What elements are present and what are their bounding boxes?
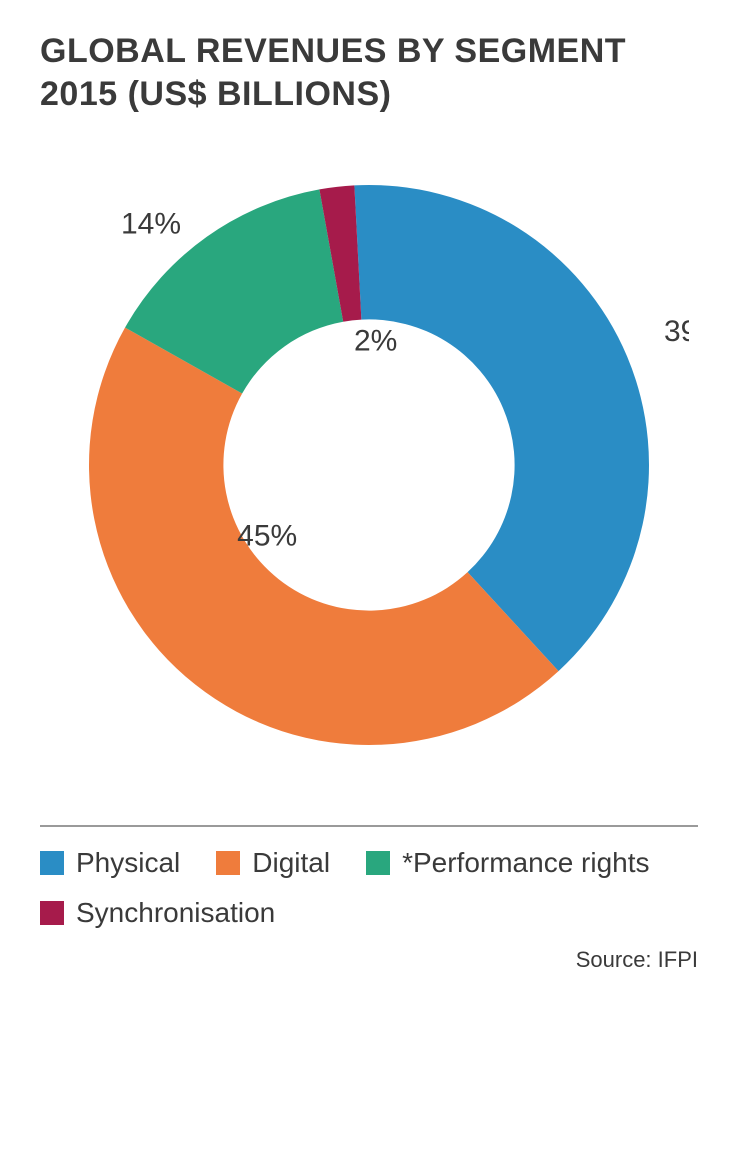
donut-label-1: 45% xyxy=(237,520,297,553)
legend-swatch-0 xyxy=(40,851,64,875)
legend-swatch-2 xyxy=(366,851,390,875)
donut-slice-0 xyxy=(354,185,649,671)
legend: Physical Digital *Performance rights Synchr… xyxy=(40,847,698,929)
legend-label-1: Digital xyxy=(252,847,330,879)
donut-chart: 39% 45% 14% 2% xyxy=(40,145,698,785)
donut-label-3: 2% xyxy=(354,324,397,357)
legend-item-2: *Performance rights xyxy=(366,847,649,879)
legend-item-0: Physical xyxy=(40,847,180,879)
donut-slice-1 xyxy=(89,328,559,745)
donut-label-0: 39% xyxy=(664,315,689,348)
legend-swatch-1 xyxy=(216,851,240,875)
source-attribution: Source: IFPI xyxy=(40,947,698,973)
legend-label-0: Physical xyxy=(76,847,180,879)
chart-container: GLOBAL REVENUES BY SEGMENT 2015 (US$ BIL… xyxy=(0,0,738,1158)
legend-item-3: Synchronisation xyxy=(40,897,275,929)
legend-label-2: *Performance rights xyxy=(402,847,649,879)
legend-item-1: Digital xyxy=(216,847,330,879)
legend-label-3: Synchronisation xyxy=(76,897,275,929)
donut-svg: 39% 45% 14% 2% xyxy=(49,145,689,785)
donut-label-2: 14% xyxy=(121,208,181,241)
legend-divider xyxy=(40,825,698,827)
legend-swatch-3 xyxy=(40,901,64,925)
chart-title: GLOBAL REVENUES BY SEGMENT 2015 (US$ BIL… xyxy=(40,30,698,115)
